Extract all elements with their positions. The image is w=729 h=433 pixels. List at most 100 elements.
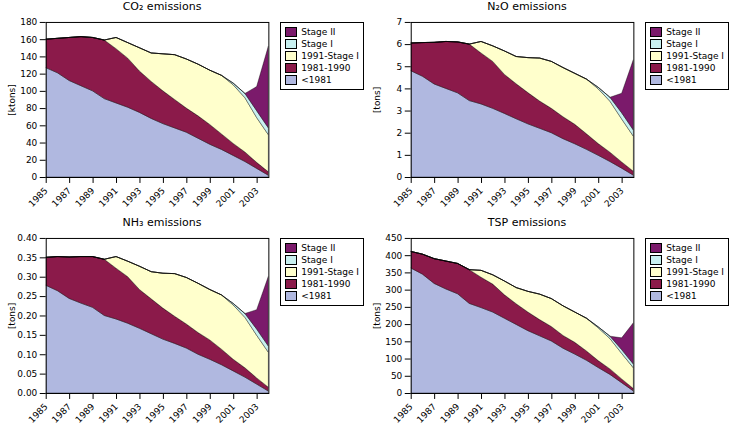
svg-text:2001: 2001 [579, 186, 602, 209]
svg-text:2001: 2001 [579, 402, 602, 425]
svg-text:0.30: 0.30 [17, 272, 37, 282]
html-text:N₂O emissions: N₂O emissions [487, 0, 567, 13]
html-text:1991-Stage I: 1991-Stage I [301, 267, 359, 277]
svg-text:3: 3 [397, 106, 403, 116]
html-text:TSP emissions: TSP emissions [487, 216, 567, 229]
svg-text:100: 100 [20, 86, 37, 96]
svg-text:20: 20 [26, 155, 38, 165]
svg-text:2003: 2003 [237, 402, 260, 425]
svg-text:1987: 1987 [50, 402, 73, 425]
svg-text:5: 5 [397, 62, 403, 72]
html-text:1981-1990: 1981-1990 [666, 63, 716, 73]
svg-text:[tons]: [tons] [372, 303, 382, 329]
svg-text:0.40: 0.40 [17, 233, 37, 243]
svg-text:0: 0 [397, 388, 403, 398]
html-text:Stage II: Stage II [301, 27, 336, 37]
svg-text:1987: 1987 [415, 186, 438, 209]
html-text:1981-1990: 1981-1990 [301, 279, 351, 289]
svg-text:1999: 1999 [556, 185, 579, 208]
html-text:1991-Stage I: 1991-Stage I [666, 51, 724, 61]
svg-text:150: 150 [385, 337, 402, 347]
svg-text:0: 0 [397, 172, 403, 182]
svg-text:1993: 1993 [485, 402, 508, 425]
svg-text:1985: 1985 [26, 402, 49, 425]
svg-text:1997: 1997 [532, 402, 555, 425]
svg-text:1991: 1991 [462, 186, 485, 209]
svg-text:2001: 2001 [214, 402, 237, 425]
svg-text:120: 120 [20, 69, 37, 79]
html-text:Stage II: Stage II [666, 27, 701, 37]
html-text:Stage I: Stage I [301, 39, 333, 49]
svg-text:1995: 1995 [509, 402, 532, 425]
svg-text:180: 180 [20, 17, 37, 27]
svg-text:1997: 1997 [167, 402, 190, 425]
svg-text:1991: 1991 [97, 186, 120, 209]
svg-text:160: 160 [20, 35, 37, 45]
svg-text:1985: 1985 [26, 186, 49, 209]
html-text:<1981: <1981 [666, 75, 697, 85]
svg-text:0.05: 0.05 [17, 369, 37, 379]
svg-text:1993: 1993 [120, 402, 143, 425]
svg-text:1: 1 [397, 150, 403, 160]
html-text:1991-Stage I: 1991-Stage I [301, 51, 359, 61]
svg-text:2003: 2003 [237, 186, 260, 209]
svg-text:1989: 1989 [73, 401, 96, 424]
svg-text:1985: 1985 [391, 402, 414, 425]
svg-text:2001: 2001 [214, 186, 237, 209]
svg-text:1995: 1995 [144, 186, 167, 209]
svg-text:1997: 1997 [532, 186, 555, 209]
svg-text:6: 6 [397, 39, 403, 49]
svg-text:50: 50 [391, 371, 403, 381]
svg-text:1989: 1989 [438, 185, 461, 208]
svg-text:[ktons]: [ktons] [7, 84, 17, 115]
svg-text:1995: 1995 [144, 402, 167, 425]
svg-text:0.10: 0.10 [17, 350, 37, 360]
svg-text:[tons]: [tons] [7, 303, 17, 329]
svg-text:1999: 1999 [191, 185, 214, 208]
svg-text:1987: 1987 [415, 402, 438, 425]
svg-text:1987: 1987 [50, 186, 73, 209]
svg-text:1985: 1985 [391, 186, 414, 209]
html-text:<1981: <1981 [301, 291, 332, 301]
svg-text:7: 7 [397, 17, 403, 27]
svg-text:100: 100 [385, 354, 402, 364]
svg-text:2003: 2003 [602, 402, 625, 425]
svg-text:1993: 1993 [120, 186, 143, 209]
svg-text:2003: 2003 [602, 186, 625, 209]
svg-text:0.25: 0.25 [17, 291, 37, 301]
html-text:CO₂ emissions: CO₂ emissions [122, 0, 202, 13]
html-text:1981-1990: 1981-1990 [301, 63, 351, 73]
svg-text:0.20: 0.20 [17, 311, 37, 321]
svg-text:200: 200 [385, 319, 402, 329]
svg-text:1991: 1991 [462, 402, 485, 425]
svg-text:1993: 1993 [485, 186, 508, 209]
svg-text:1991: 1991 [97, 402, 120, 425]
svg-text:60: 60 [26, 121, 38, 131]
svg-text:1995: 1995 [509, 186, 532, 209]
svg-text:350: 350 [385, 268, 402, 278]
svg-text:0: 0 [32, 172, 38, 182]
svg-text:300: 300 [385, 285, 402, 295]
svg-text:400: 400 [385, 251, 402, 261]
svg-text:1989: 1989 [73, 185, 96, 208]
svg-text:80: 80 [26, 103, 38, 113]
svg-text:4: 4 [397, 84, 403, 94]
svg-text:1999: 1999 [191, 401, 214, 424]
svg-text:0.35: 0.35 [17, 253, 37, 263]
svg-text:250: 250 [385, 302, 402, 312]
html-text:NH₃ emissions: NH₃ emissions [122, 216, 202, 229]
svg-text:0.15: 0.15 [17, 330, 37, 340]
html-text:Stage I: Stage I [301, 255, 333, 265]
svg-text:1999: 1999 [556, 401, 579, 424]
html-text:Stage II: Stage II [301, 243, 336, 253]
svg-text:0.00: 0.00 [17, 388, 37, 398]
html-text:<1981: <1981 [301, 75, 332, 85]
svg-text:[tons]: [tons] [372, 87, 382, 113]
svg-text:1989: 1989 [438, 401, 461, 424]
svg-text:450: 450 [385, 233, 402, 243]
svg-text:1997: 1997 [167, 186, 190, 209]
html-text:Stage I: Stage I [666, 39, 698, 49]
svg-text:40: 40 [26, 138, 38, 148]
svg-text:2: 2 [397, 128, 403, 138]
svg-text:140: 140 [20, 52, 37, 62]
